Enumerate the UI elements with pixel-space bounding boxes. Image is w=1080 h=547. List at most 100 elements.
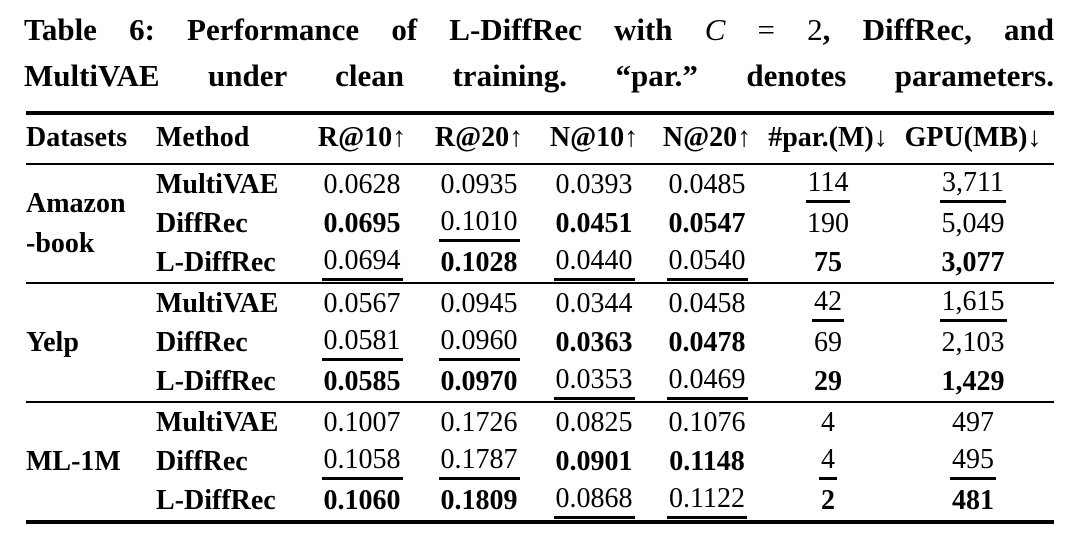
- metric-value: 0.0344: [555, 287, 633, 319]
- dataset-group-amazon-book: Amazon -book MultiVAE 0.0628 0.0935 0.03…: [26, 164, 1054, 283]
- col-header-method: Method: [156, 113, 304, 165]
- params-cell: 114: [764, 164, 892, 204]
- dataset-line: Yelp: [26, 326, 79, 358]
- params-value: 4: [821, 406, 835, 438]
- metric-cell: 0.0945: [420, 283, 538, 323]
- metric-value: 0.0868: [553, 483, 635, 519]
- metric-value: 0.0485: [668, 168, 746, 200]
- table-row: DiffRec 0.0581 0.0960 0.0363 0.0478 69 2…: [26, 323, 1054, 362]
- params-value: 69: [814, 326, 842, 358]
- metric-cell: 0.0440: [538, 243, 650, 283]
- metric-cell: 0.1007: [304, 402, 420, 442]
- table-row: L-DiffRec 0.0585 0.0970 0.0353 0.0469 29…: [26, 362, 1054, 402]
- results-table: Datasets Method R@10↑ R@20↑ N@10↑ N@20↑ …: [26, 111, 1054, 524]
- table-row: Yelp MultiVAE 0.0567 0.0945 0.0344 0.045…: [26, 283, 1054, 358]
- header-row: Datasets Method R@10↑ R@20↑ N@10↑ N@20↑ …: [26, 113, 1054, 165]
- params-cell: 4: [764, 402, 892, 442]
- metric-cell: 0.1787: [420, 442, 538, 481]
- col-header-ndcg10: N@10↑: [538, 113, 650, 165]
- metric-value: 0.0585: [323, 365, 401, 397]
- metric-value: 0.0935: [440, 168, 518, 200]
- metric-cell: 0.0585: [304, 362, 420, 402]
- gpu-value: 3,711: [940, 167, 1006, 203]
- metric-cell: 0.0458: [650, 283, 764, 323]
- caption-text-post: , DiffRec, and: [822, 12, 1054, 47]
- params-cell: 42: [764, 283, 892, 323]
- metric-cell: 0.0469: [650, 362, 764, 402]
- metric-cell: 0.0478: [650, 323, 764, 362]
- dataset-line: -book: [26, 227, 95, 259]
- metric-value: 0.0901: [555, 445, 633, 477]
- gpu-value: 497: [952, 406, 994, 438]
- table-row: DiffRec 0.0695 0.1010 0.0451 0.0547 190 …: [26, 204, 1054, 243]
- metric-cell: 0.1148: [650, 442, 764, 481]
- metric-cell: 0.1726: [420, 402, 538, 442]
- method-label: MultiVAE: [156, 406, 279, 438]
- col-header-recall20: R@20↑: [420, 113, 538, 165]
- caption-math-variable: C: [704, 12, 726, 47]
- metric-cell: 0.0344: [538, 283, 650, 323]
- metric-value: 0.1148: [669, 445, 745, 477]
- params-cell: 75: [764, 243, 892, 283]
- metric-cell: 0.0628: [304, 164, 420, 204]
- metric-value: 0.0458: [668, 287, 746, 319]
- params-value: 29: [814, 365, 842, 397]
- metric-cell: 0.0960: [420, 323, 538, 362]
- table-row: L-DiffRec 0.0694 0.1028 0.0440 0.0540 75…: [26, 243, 1054, 283]
- table-header: Datasets Method R@10↑ R@20↑ N@10↑ N@20↑ …: [26, 113, 1054, 165]
- metric-cell: 0.0547: [650, 204, 764, 243]
- metric-value: 0.1058: [321, 444, 403, 480]
- gpu-cell: 497: [892, 402, 1054, 442]
- metric-cell: 0.0451: [538, 204, 650, 243]
- dataset-label: Amazon -book: [26, 164, 156, 283]
- caption-line-2: MultiVAE under clean training. “par.” de…: [24, 58, 1054, 93]
- dataset-label: ML-1M: [26, 402, 156, 522]
- params-value: 75: [814, 246, 842, 278]
- method-label: L-DiffRec: [156, 484, 276, 516]
- metric-cell: 0.1122: [650, 481, 764, 522]
- metric-value: 0.0694: [321, 245, 403, 281]
- metric-cell: 0.0393: [538, 164, 650, 204]
- metric-cell: 0.0540: [650, 243, 764, 283]
- metric-value: 0.1809: [440, 484, 518, 516]
- metric-cell: 0.0970: [420, 362, 538, 402]
- col-header-ndcg20: N@20↑: [650, 113, 764, 165]
- gpu-value: 3,077: [941, 246, 1005, 278]
- col-header-params: #par.(M)↓: [764, 113, 892, 165]
- table-row: L-DiffRec 0.1060 0.1809 0.0868 0.1122 2 …: [26, 481, 1054, 522]
- gpu-cell: 1,615: [892, 283, 1054, 323]
- method-label: L-DiffRec: [156, 365, 276, 397]
- metric-value: 0.0945: [440, 287, 518, 319]
- metric-value: 0.1028: [440, 246, 518, 278]
- metric-value: 0.0363: [555, 326, 633, 358]
- gpu-cell: 5,049: [892, 204, 1054, 243]
- params-value: 2: [821, 484, 835, 516]
- metric-cell: 0.0581: [304, 323, 420, 362]
- metric-value: 0.1010: [438, 206, 520, 242]
- metric-value: 0.0469: [666, 364, 748, 400]
- metric-value: 0.1726: [440, 406, 518, 438]
- dataset-line: ML-1M: [26, 445, 121, 477]
- method-label: DiffRec: [156, 445, 248, 477]
- metric-value: 0.0825: [555, 406, 633, 438]
- metric-value: 0.0393: [555, 168, 633, 200]
- table-row: ML-1M MultiVAE 0.1007 0.1726 0.0825 0.10…: [26, 402, 1054, 477]
- params-cell: 2: [764, 481, 892, 522]
- metric-cell: 0.0353: [538, 362, 650, 402]
- params-value: 42: [812, 286, 844, 322]
- gpu-value: 495: [950, 444, 996, 480]
- metric-value: 0.0567: [323, 287, 401, 319]
- metric-cell: 0.0567: [304, 283, 420, 323]
- metric-value: 0.0970: [440, 365, 518, 397]
- dataset-group-ml-1m: ML-1M MultiVAE 0.1007 0.1726 0.0825 0.10…: [26, 402, 1054, 522]
- caption-text-pre: Table 6: Performance of L-DiffRec with: [24, 12, 705, 47]
- metric-value: 0.0440: [553, 245, 635, 281]
- metric-cell: 0.0825: [538, 402, 650, 442]
- paper-page: Table 6: Performance of L-DiffRec with C…: [24, 12, 1054, 524]
- params-cell: 69: [764, 323, 892, 362]
- metric-cell: 0.1060: [304, 481, 420, 522]
- metric-value: 0.0540: [666, 245, 748, 281]
- gpu-value: 2,103: [941, 326, 1005, 358]
- params-cell: 190: [764, 204, 892, 243]
- metric-value: 0.0628: [323, 168, 401, 200]
